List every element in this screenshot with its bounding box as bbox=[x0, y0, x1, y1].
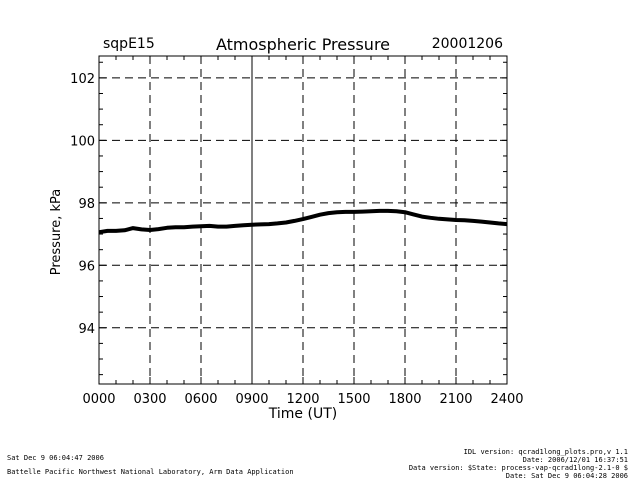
tick-labels: 0000 0300 0600 0900 1200 1500 1800 2100 2400 94 96… bbox=[70, 72, 523, 407]
x-tick-label: 0900 bbox=[235, 392, 268, 407]
footer-idl-version: IDL version: qcrad1long_plots.pro,v 1.1 bbox=[463, 448, 628, 456]
pressure-series-line bbox=[98, 208, 508, 235]
footer-timestamp: Sat Dec 9 06:04:47 2006 bbox=[7, 454, 104, 462]
grid bbox=[99, 56, 507, 384]
y-tick-label: 96 bbox=[78, 259, 95, 274]
y-tick-label: 94 bbox=[78, 322, 95, 337]
footer-lab: Battelle Pacific Northwest National Labo… bbox=[7, 468, 294, 476]
x-tick-label: 0600 bbox=[184, 392, 217, 407]
x-tick-label: 0000 bbox=[82, 392, 115, 407]
chart-date: 20001206 bbox=[431, 36, 503, 52]
footer-data-version: Data version: $State: process-vap-qcrad1… bbox=[408, 464, 628, 472]
footer-file-date: Date: 2006/12/01 16:37:51 bbox=[522, 456, 628, 464]
series-layer bbox=[98, 208, 508, 235]
x-tick-label: 2400 bbox=[490, 392, 523, 407]
x-tick-label: 1500 bbox=[337, 392, 370, 407]
x-axis-label: Time (UT) bbox=[268, 406, 337, 422]
y-tick-label: 100 bbox=[70, 134, 95, 149]
y-tick-label: 102 bbox=[70, 72, 95, 87]
x-tick-label: 0300 bbox=[133, 392, 166, 407]
x-tick-label: 2100 bbox=[439, 392, 472, 407]
chart-title: Atmospheric Pressure bbox=[215, 35, 391, 54]
x-tick-label: 1200 bbox=[286, 392, 319, 407]
footer-data-date: Date: Sat Dec 9 06:04:28 2006 bbox=[505, 472, 628, 480]
tick-marks bbox=[98, 56, 508, 384]
station-id: sqpE15 bbox=[103, 36, 155, 52]
x-tick-label: 1800 bbox=[388, 392, 421, 407]
y-axis-label: Pressure, kPa bbox=[49, 189, 64, 276]
y-tick-label: 98 bbox=[78, 197, 95, 212]
